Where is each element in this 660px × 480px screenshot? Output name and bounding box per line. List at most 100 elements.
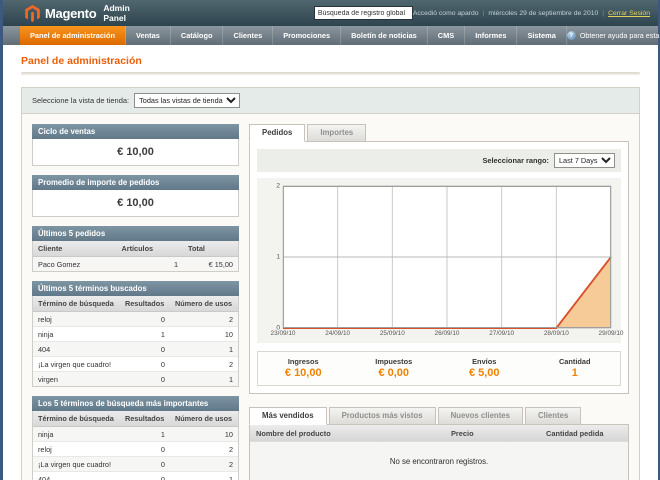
chart-tabs: Pedidos Importes [249, 124, 629, 142]
table-row[interactable]: ¡La virgen que cuadro! 0 2 [33, 457, 238, 472]
last-orders-table: Cliente Artículos Total Paco Gomez 1 € 1… [33, 241, 238, 271]
table-cell: 0 [120, 312, 170, 327]
table-cell: reloj [33, 442, 120, 457]
column-header: Cantidad pedida [540, 425, 628, 441]
window-frame: Magento Admin Panel Accedió como apardo … [0, 0, 660, 480]
logo-subtitle: Admin Panel [103, 3, 131, 23]
total-label: Cantidad [530, 357, 621, 366]
table-row[interactable]: reloj 0 2 [33, 442, 238, 457]
table-cell: 1 [120, 427, 170, 442]
last-search-table: Término de búsqueda Resultados Número de… [33, 296, 238, 386]
nav-item-reports[interactable]: Informes [465, 26, 517, 45]
table-row[interactable]: 404 0 1 [33, 342, 238, 357]
card-title: Promedio de importe de pedidos [32, 175, 239, 190]
table-cell: 2 [170, 312, 238, 327]
table-cell: 1 [170, 342, 238, 357]
nav-item-promotions[interactable]: Promociones [273, 26, 341, 45]
column-header: Número de usos [170, 296, 238, 312]
top-search-table: Término de búsqueda Resultados Número de… [33, 411, 238, 480]
products-tabs: Más vendidos Productos más vistos Nuevos… [249, 407, 629, 425]
tab-new-customers[interactable]: Nuevos clientes [438, 407, 523, 425]
table-row[interactable]: ninja 1 10 [33, 427, 238, 442]
table-cell: 1 [120, 327, 170, 342]
separator: | [602, 10, 604, 17]
card-top-search-terms: Los 5 términos de búsqueda más important… [32, 396, 239, 480]
table-cell: ninja [33, 327, 120, 342]
table-cell: 10 [170, 427, 238, 442]
table-cell: 2 [170, 442, 238, 457]
nav-item-newsletter[interactable]: Boletín de noticias [341, 26, 428, 45]
left-column: Ciclo de ventas € 10,00 Promedio de impo… [32, 124, 239, 480]
card-last-orders: Últimos 5 pedidos Cliente Artículos Tota… [32, 226, 239, 272]
range-select[interactable]: Last 7 Days [554, 153, 615, 168]
x-tick-label: 26/09/10 [435, 330, 460, 337]
tab-pedidos[interactable]: Pedidos [249, 124, 305, 142]
store-view-select[interactable]: Todas las vistas de tienda [134, 93, 240, 108]
store-switcher-label: Seleccione la vista de tienda: [32, 96, 129, 105]
right-column: Pedidos Importes Seleccionar rango: Last… [249, 124, 629, 480]
table-cell: 2 [170, 457, 238, 472]
logo-text: Magento [45, 6, 96, 21]
x-axis-labels: 23/09/1024/09/1025/09/1026/09/1027/09/10… [283, 330, 611, 341]
nav-item-dashboard[interactable]: Panel de administración [20, 26, 126, 45]
nav-item-catalog[interactable]: Catálogo [171, 26, 224, 45]
x-tick-label: 27/09/10 [489, 330, 514, 337]
header-date: miércoles 29 de septiembre de 2010 [488, 10, 598, 17]
total-value: € 5,00 [439, 367, 530, 379]
global-search-input[interactable] [314, 6, 413, 20]
column-header: Total [183, 241, 238, 257]
x-tick-label: 23/09/10 [271, 330, 296, 337]
table-cell: 1 [116, 257, 183, 272]
card-average-orders: Promedio de importe de pedidos € 10,00 [32, 175, 239, 217]
magento-logo-icon [25, 5, 40, 22]
tab-customers[interactable]: Clientes [525, 407, 581, 425]
table-cell: ninja [33, 427, 120, 442]
table-cell: € 15,00 [183, 257, 238, 272]
table-row[interactable]: virgen 0 1 [33, 372, 238, 387]
table-cell: 0 [120, 472, 170, 480]
x-tick-label: 25/09/10 [380, 330, 405, 337]
table-cell: ¡La virgen que cuadro! [33, 457, 120, 472]
x-tick-label: 29/09/10 [599, 330, 624, 337]
table-row[interactable]: reloj 0 2 [33, 312, 238, 327]
panel-body: Ciclo de ventas € 10,00 Promedio de impo… [22, 114, 639, 480]
column-header: Término de búsqueda [33, 411, 120, 427]
column-header: Precio [445, 425, 540, 441]
total-impuestos: Impuestos € 0,00 [349, 357, 440, 379]
lifetime-sales-value: € 10,00 [33, 139, 238, 165]
page-help-link[interactable]: ? Obtener ayuda para esta página [567, 26, 660, 45]
table-cell: ¡La virgen que cuadro! [33, 357, 120, 372]
nav-item-system[interactable]: Sistema [517, 26, 566, 45]
table-row[interactable]: 404 0 1 [33, 472, 238, 480]
card-title: Últimos 5 pedidos [32, 226, 239, 241]
table-cell: 1 [170, 472, 238, 480]
table-row[interactable]: ¡La virgen que cuadro! 0 2 [33, 357, 238, 372]
logout-link[interactable]: Cerrar Sesión [608, 10, 650, 17]
page-title: Panel de administración [3, 45, 658, 72]
card-title: Los 5 términos de búsqueda más important… [32, 396, 239, 411]
x-tick-label: 24/09/10 [325, 330, 350, 337]
table-cell: 404 [33, 342, 120, 357]
total-value: € 0,00 [349, 367, 440, 379]
nav-item-sales[interactable]: Ventas [126, 26, 171, 45]
bestsellers-table: Nombre del producto Precio Cantidad pedi… [250, 425, 628, 441]
column-header: Artículos [116, 241, 183, 257]
nav-item-customers[interactable]: Clientes [223, 26, 273, 45]
separator: | [483, 10, 485, 17]
table-cell: 1 [170, 372, 238, 387]
y-tick-label: 1 [276, 254, 283, 261]
total-label: Envíos [439, 357, 530, 366]
tab-importes[interactable]: Importes [307, 124, 366, 142]
nav-item-cms[interactable]: CMS [428, 26, 465, 45]
column-header: Término de búsqueda [33, 296, 120, 312]
column-header: Número de usos [170, 411, 238, 427]
table-row[interactable]: ninja 1 10 [33, 327, 238, 342]
tab-most-viewed[interactable]: Productos más vistos [329, 407, 436, 425]
title-divider [21, 72, 640, 75]
total-label: Impuestos [349, 357, 440, 366]
table-row[interactable]: Paco Gomez 1 € 15,00 [33, 257, 238, 272]
table-cell: virgen [33, 372, 120, 387]
tab-bestsellers[interactable]: Más vendidos [249, 407, 327, 425]
orders-chart-panel: Seleccionar rango: Last 7 Days 012 23/09… [249, 141, 629, 394]
empty-records-message: No se encontraron registros. [250, 441, 628, 480]
